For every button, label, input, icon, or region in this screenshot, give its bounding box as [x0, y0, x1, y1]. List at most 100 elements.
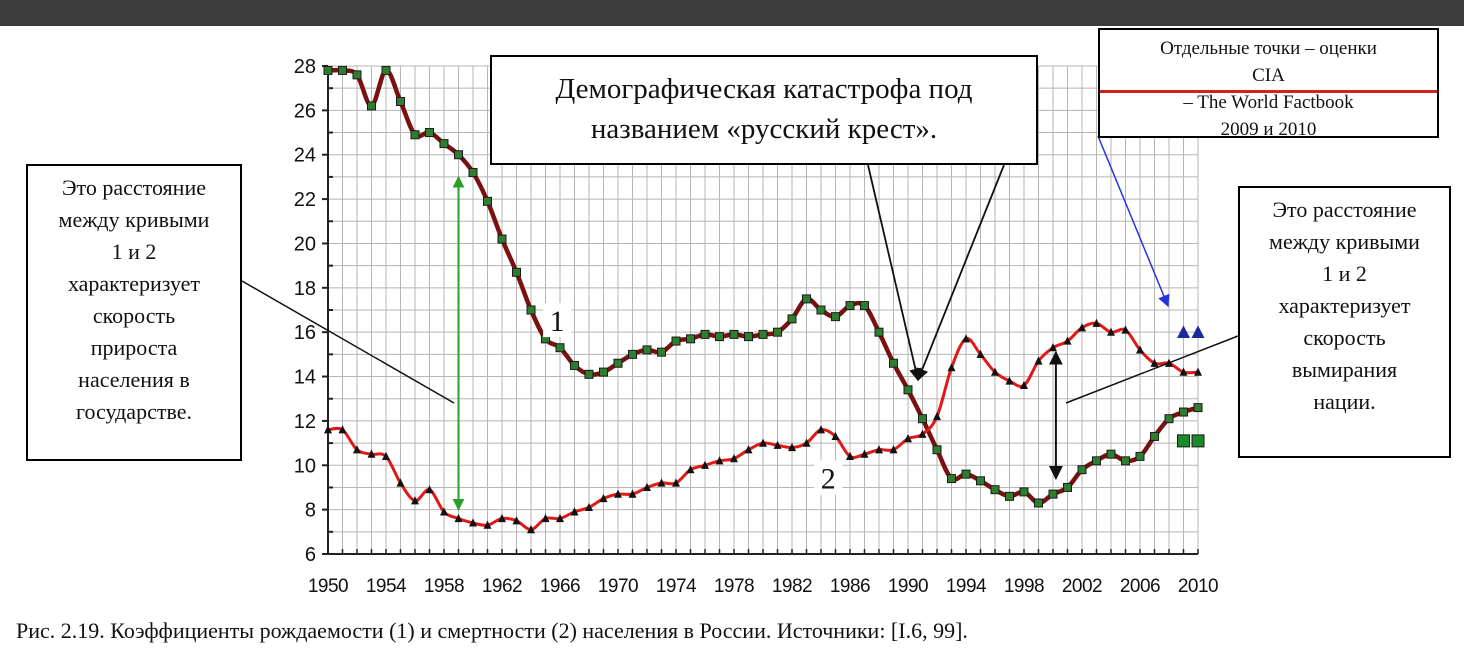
y-tick-label: 10 — [294, 455, 316, 477]
series-2-point — [918, 429, 927, 438]
birth-gap-annotation-line: прироста — [90, 335, 178, 360]
series-2-point — [628, 489, 637, 498]
series-1-point — [657, 347, 666, 357]
series-2-point — [1020, 380, 1028, 390]
y-tick-label: 14 — [294, 367, 316, 389]
series-2-point — [1005, 376, 1014, 385]
x-tick-label: 1962 — [482, 576, 522, 597]
death-gap-annotation-line: нации. — [1313, 389, 1376, 414]
series-2-point — [440, 507, 448, 516]
series-1-point — [744, 332, 753, 342]
cia-note-line3: 2009 и 2010 — [1220, 119, 1317, 140]
curve-label-1: 1 — [550, 305, 565, 338]
curve-label-bg — [814, 460, 843, 495]
series-2-point — [338, 425, 347, 434]
cia-note-line1: Отдельные точки – оценки — [1160, 38, 1377, 59]
series-1-point — [1092, 456, 1101, 466]
y-tick-label: 18 — [294, 278, 316, 300]
series-2-point — [469, 518, 477, 527]
series-1-point — [396, 96, 405, 106]
birth-gap-annotation-line: скорость — [92, 303, 176, 328]
death-gap-annotation-box: Это расстояние между кривыми 1 и 2 характер… — [1238, 186, 1451, 458]
cia-estimate-point — [1191, 325, 1205, 339]
series-1-point — [700, 329, 710, 339]
cia-note-arrow — [1097, 135, 1170, 308]
birth-gap-annotation-line: государстве. — [76, 399, 192, 424]
series-2-point — [904, 434, 912, 443]
x-tick-label: 1986 — [830, 576, 870, 597]
series-2-point — [585, 502, 593, 512]
series-1-point — [1179, 407, 1188, 417]
series-2-point — [1150, 358, 1159, 367]
right-box-leader-line — [1065, 335, 1239, 404]
series-2-point — [527, 525, 535, 534]
x-tick-label: 2002 — [1062, 576, 1102, 597]
x-tick-label: 1950 — [308, 576, 348, 597]
series-2-point — [324, 425, 332, 434]
series-2-point — [962, 334, 970, 343]
series-2-point — [643, 482, 651, 492]
series-2-point — [788, 442, 796, 452]
x-tick-label: 1966 — [540, 576, 580, 597]
series-2-point — [744, 445, 753, 454]
death-gap-annotation-line: характеризует — [1278, 293, 1411, 318]
curve-label-2: 2 — [821, 463, 836, 496]
series-2-point — [1121, 325, 1130, 334]
series-1-point — [729, 329, 739, 339]
series-2-point — [512, 516, 521, 525]
curve-label-bg — [543, 303, 572, 338]
death-gap-annotation-line: Это расстояние — [1272, 197, 1417, 222]
series-1-point — [831, 312, 840, 322]
y-tick-label: 6 — [305, 544, 316, 566]
y-tick-label: 16 — [294, 322, 316, 344]
birth-gap-annotation-box: Это расстояние между кривыми 1 и 2 характер… — [26, 164, 242, 461]
x-tick-label: 1954 — [366, 576, 407, 597]
series-2-point — [367, 449, 376, 458]
series-1-point — [903, 385, 913, 395]
marker-layer — [323, 65, 1205, 534]
series-2-point — [802, 438, 811, 447]
series-2-point — [701, 460, 709, 469]
series-1-point — [555, 343, 565, 353]
series-1-point — [961, 469, 971, 479]
series-1-point — [570, 360, 579, 370]
cia-estimate-point — [1177, 325, 1190, 339]
series-2-point — [933, 411, 941, 421]
series-1-point — [628, 349, 637, 359]
series-1-point — [483, 196, 492, 206]
series-1-point — [338, 65, 347, 75]
y-tick-label: 26 — [294, 100, 316, 122]
series-2-point — [498, 513, 506, 523]
series-1-point — [787, 314, 797, 324]
cia-note-line2-rest: – The World Factbook — [1183, 92, 1354, 113]
series-2-point — [599, 493, 608, 503]
x-tick-label: 1978 — [714, 576, 754, 597]
series-2-point — [1107, 327, 1115, 336]
series-2-point — [1049, 343, 1057, 352]
series-2-point — [614, 489, 622, 498]
birth-gap-annotation-line: характеризует — [67, 271, 201, 296]
series-2-point — [817, 425, 825, 434]
series-1-point — [758, 329, 768, 339]
series-2-point — [715, 456, 724, 465]
y-tick-label: 20 — [294, 233, 316, 255]
series-2-point — [773, 440, 782, 449]
series-2-point — [1063, 336, 1072, 345]
series-1-point — [976, 476, 985, 486]
series-1-point — [642, 345, 652, 355]
series-1-point — [410, 130, 420, 140]
series-2-point — [1179, 367, 1188, 376]
series-1-point — [671, 336, 681, 346]
series-2-point — [1092, 318, 1101, 327]
series-1-point — [1135, 451, 1145, 461]
series-2-point — [382, 451, 390, 460]
series-2-point — [860, 449, 869, 458]
series-1-point — [1048, 489, 1058, 499]
russian-cross-annotation-box: Демографическая катастрофа под названием … — [490, 55, 1038, 165]
series-1-point — [816, 305, 826, 315]
series-1-point — [584, 369, 594, 379]
x-tick-label: 1958 — [424, 576, 464, 597]
series-2-point — [657, 478, 666, 487]
series-1-point — [1077, 465, 1087, 475]
series-1-point — [599, 367, 608, 377]
